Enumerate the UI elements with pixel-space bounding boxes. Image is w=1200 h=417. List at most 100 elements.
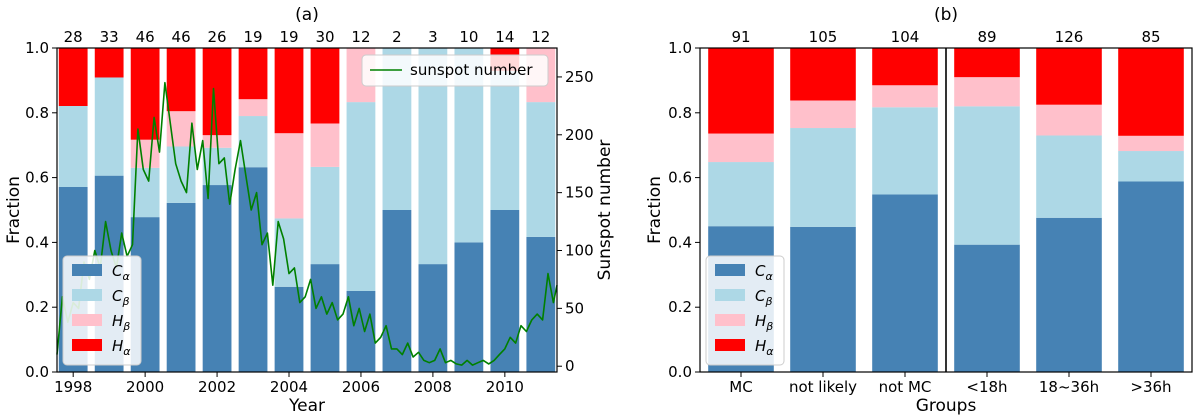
bar-group-4-c-alpha — [1036, 217, 1102, 372]
a-y2tick-label: 100 — [565, 242, 594, 260]
sunspot-line — [56, 81, 558, 366]
panel-a-ylabel: Fraction — [4, 176, 24, 244]
panel-a-bar-legend-box — [62, 255, 142, 366]
panel-b-counts: 91 105 104 89 126 85 — [731, 28, 1160, 46]
a-ytick-label: 0.4 — [25, 233, 49, 251]
bar-2002-c-alpha — [202, 185, 232, 372]
b-ytick-label: 0.8 — [668, 104, 692, 122]
bar-2011-c-alpha — [526, 236, 556, 372]
bar-group-0-h-beta — [708, 133, 774, 163]
bar-group-3-h-alpha — [954, 48, 1020, 78]
b-legend-swatch-c-alpha — [715, 264, 745, 276]
a-count-label: 12 — [351, 28, 370, 46]
bar-group-0-h-alpha — [708, 48, 774, 134]
bar-1999-h-alpha — [94, 48, 124, 78]
bar-2001-c-alpha — [166, 202, 196, 372]
b-ytick-label: 0.6 — [668, 169, 692, 187]
bar-group-1-h-beta — [790, 100, 856, 129]
panel-b: (b) 0.0 0.2 0.4 0.6 0.8 1.0 MC not likely not M… — [645, 5, 1193, 416]
panel-b-ylabel: Fraction — [645, 176, 665, 244]
panel-b-x-ticks: MC not likely not MC <18h 18~36h >36h — [729, 372, 1172, 396]
bar-group-1-c-alpha — [790, 226, 856, 372]
bar-group-2-h-alpha — [872, 48, 938, 86]
bar-2002-h-alpha — [202, 48, 232, 136]
b-ytick-label: 0.2 — [668, 298, 692, 316]
a-xtick-label: 2002 — [198, 378, 236, 396]
panel-a-line-legend: sunspot number — [361, 54, 549, 87]
bar-1998-c-beta — [58, 106, 88, 187]
b-xtick-label: not MC — [879, 378, 932, 396]
bar-2001-h-alpha — [166, 48, 196, 112]
panel-a-xlabel: Year — [288, 396, 325, 416]
a-y2tick-label: 150 — [565, 184, 594, 202]
a-ytick-label: 0.8 — [25, 104, 49, 122]
bar-2010-c-beta — [490, 71, 520, 210]
a-y2tick-label: 50 — [565, 299, 584, 317]
bar-2004-c-alpha — [274, 286, 304, 372]
a-legend-swatch-h-alpha — [72, 339, 102, 351]
panel-a-y2-ticks: 0 50 100 150 200 250 — [557, 68, 594, 375]
a-legend-swatch-c-beta — [72, 289, 102, 301]
panel-a-frame — [56, 47, 558, 373]
a-y2tick-label: 200 — [565, 126, 594, 144]
bar-group-2-c-alpha — [872, 194, 938, 372]
panel-b-y-ticks: 0.0 0.2 0.4 0.6 0.8 1.0 — [668, 39, 700, 381]
b-xtick-label: MC — [729, 378, 752, 396]
bar-2009-c-alpha — [454, 242, 484, 372]
panel-b-title: (b) — [934, 5, 958, 25]
bar-2005-c-beta — [310, 166, 340, 265]
bar-group-5-h-beta — [1118, 135, 1184, 152]
bar-2004-h-beta — [274, 133, 304, 219]
bar-group-4-h-alpha — [1036, 48, 1102, 105]
bar-2005-c-alpha — [310, 264, 340, 372]
panel-b-bar-legend-box — [705, 255, 785, 366]
a-y2tick-label: 250 — [565, 68, 594, 86]
b-count-label: 89 — [977, 28, 996, 46]
a-xtick-label: 2006 — [342, 378, 380, 396]
a-xtick-label: 2000 — [126, 378, 164, 396]
b-xtick-label: 18~36h — [1039, 378, 1099, 396]
b-xtick-label: not likely — [789, 378, 857, 396]
a-xtick-label: 2004 — [270, 378, 308, 396]
a-ytick-label: 1.0 — [25, 39, 49, 57]
bar-group-5-h-alpha — [1118, 48, 1184, 136]
b-count-label: 85 — [1141, 28, 1160, 46]
bar-1998-h-alpha — [58, 48, 88, 106]
b-legend-swatch-h-alpha — [715, 339, 745, 351]
a-count-label: 30 — [315, 28, 334, 46]
a-count-label: 19 — [279, 28, 298, 46]
bar-2005-h-beta — [310, 123, 340, 167]
bar-2003-c-alpha — [238, 167, 268, 372]
bar-group-2-h-beta — [872, 85, 938, 108]
panel-a-bars — [58, 48, 556, 372]
a-count-label: 14 — [495, 28, 514, 46]
panel-a-x-ticks: 1998 2000 2002 2004 2006 2008 2010 — [54, 372, 524, 396]
b-count-label: 105 — [809, 28, 838, 46]
panel-a-y-ticks: 0.0 0.2 0.4 0.6 0.8 1.0 — [25, 39, 57, 381]
panel-b-xlabel: Groups — [916, 396, 977, 416]
b-xtick-label: <18h — [966, 378, 1007, 396]
bar-group-4-c-beta — [1036, 135, 1102, 218]
bar-2003-h-beta — [238, 99, 268, 117]
bar-2001-c-beta — [166, 146, 196, 203]
bar-group-0-c-beta — [708, 162, 774, 227]
a-y2tick-label: 0 — [565, 357, 575, 375]
a-xtick-label: 2010 — [486, 378, 524, 396]
bar-group-5-c-beta — [1118, 151, 1184, 182]
sunspot-legend-label: sunspot number — [410, 61, 533, 79]
a-xtick-label: 1998 — [54, 378, 92, 396]
a-count-label: 19 — [243, 28, 262, 46]
panel-a-y2label: Sunspot number — [595, 140, 615, 281]
bar-group-5-c-alpha — [1118, 181, 1184, 372]
panel-a-title: (a) — [295, 5, 319, 25]
a-ytick-label: 0.0 — [25, 363, 49, 381]
b-count-label: 91 — [731, 28, 750, 46]
a-legend-swatch-h-beta — [72, 314, 102, 326]
bar-group-2-c-beta — [872, 107, 938, 195]
bar-2006-c-alpha — [346, 291, 376, 372]
b-count-label: 126 — [1055, 28, 1084, 46]
bar-1999-c-beta — [94, 77, 124, 176]
a-ytick-label: 0.6 — [25, 169, 49, 187]
